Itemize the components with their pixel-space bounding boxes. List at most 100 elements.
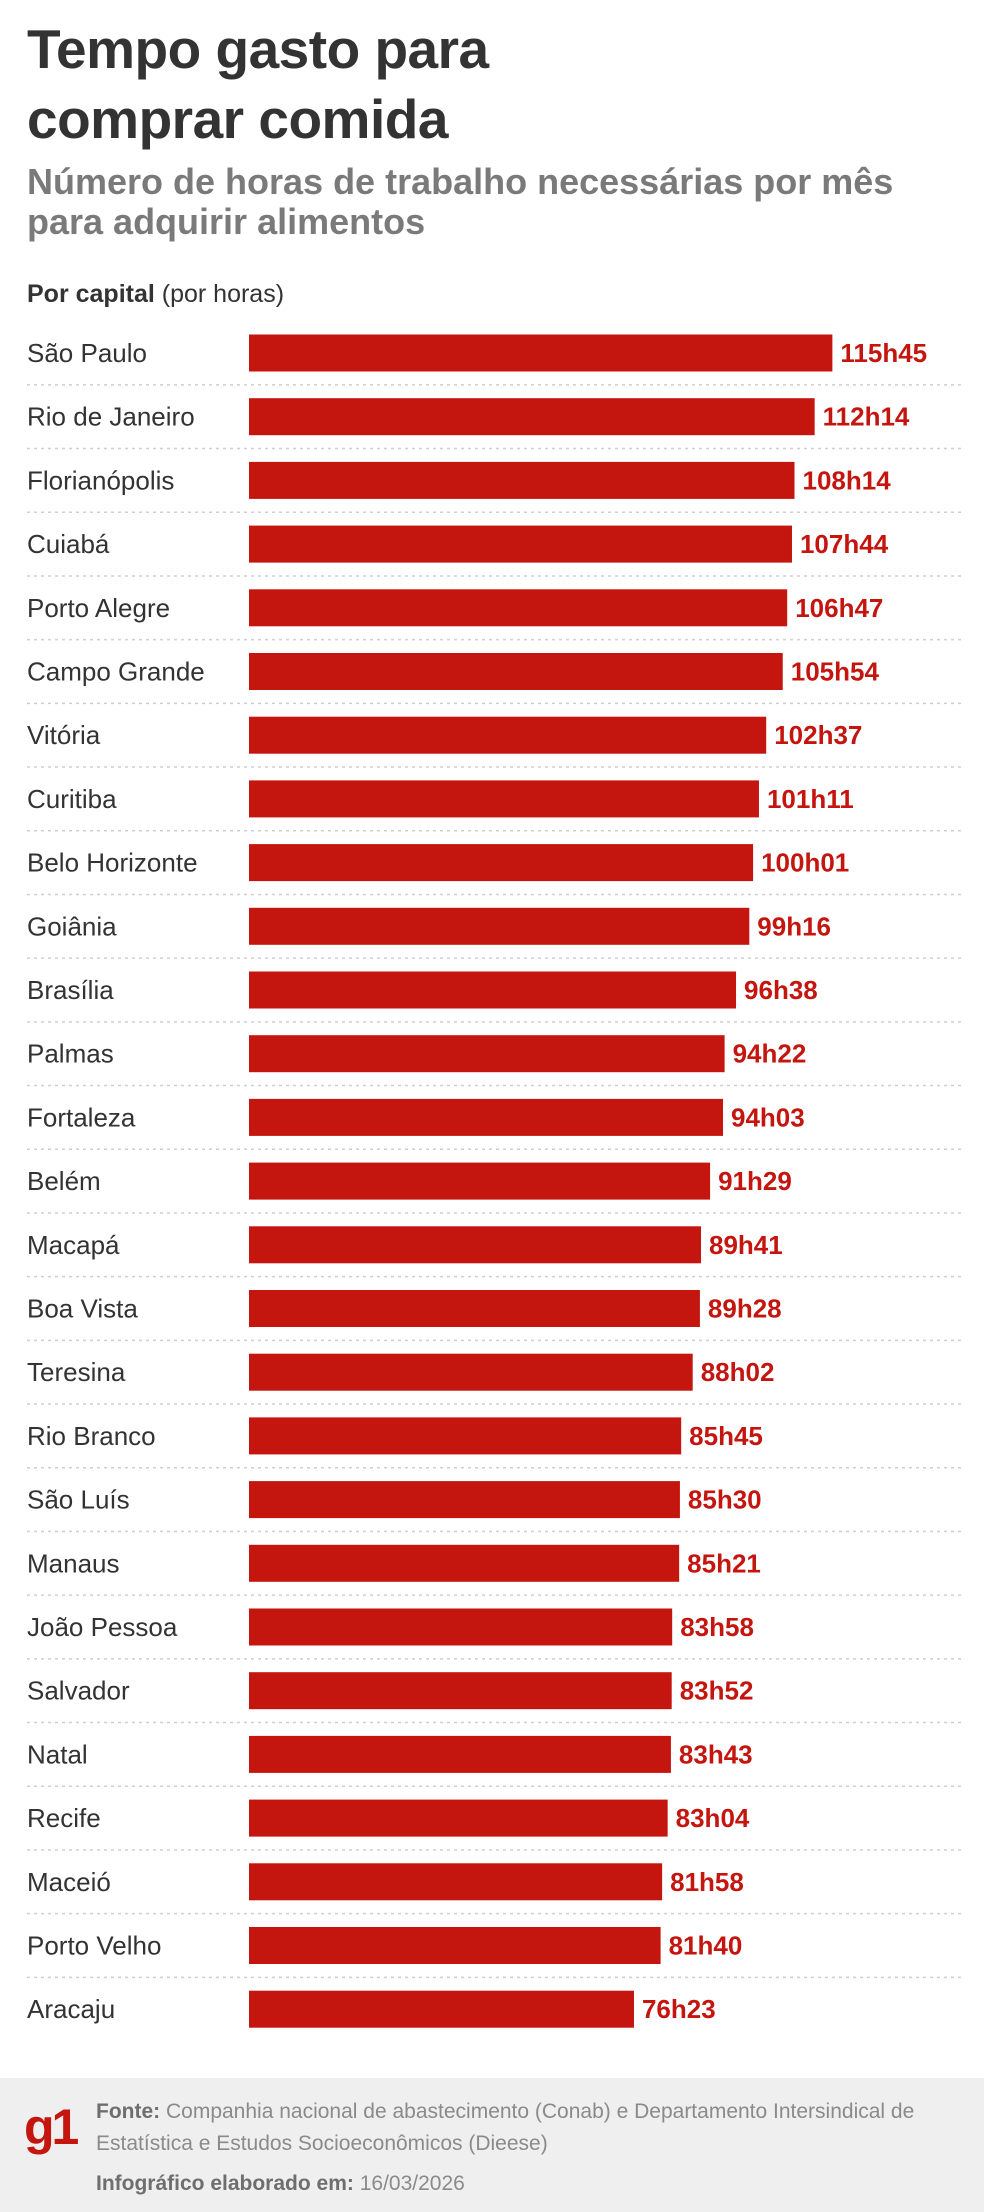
- bar-row: Campo Grande 105h54: [27, 653, 962, 705]
- chart-title: Tempo gasto para comprar comida: [27, 18, 489, 150]
- category-label: Campo Grande: [27, 657, 205, 687]
- bar: [249, 1417, 682, 1455]
- bar-row: Maceió 81h58: [27, 1863, 962, 1915]
- value-label: 91h29: [718, 1166, 792, 1196]
- category-label: Fortaleza: [27, 1102, 136, 1132]
- value-label: 107h44: [800, 529, 889, 559]
- value-label: 112h14: [823, 402, 910, 432]
- bar-row: Macapá 89h41: [27, 1226, 962, 1278]
- bar-row: Fortaleza 94h03: [27, 1098, 962, 1150]
- category-label: São Luís: [27, 1485, 130, 1515]
- bar-row: Porto Alegre 106h47: [27, 589, 962, 641]
- value-label: 83h43: [679, 1739, 753, 1769]
- value-label: 81h58: [670, 1867, 744, 1897]
- bar: [249, 1735, 671, 1773]
- category-label: Rio Branco: [27, 1421, 156, 1451]
- bar: [249, 1927, 661, 1964]
- value-label: 83h58: [680, 1612, 754, 1642]
- bar: [249, 1226, 702, 1264]
- value-label: 94h22: [733, 1039, 807, 1069]
- value-label: 105h54: [791, 657, 880, 687]
- bar: [249, 1863, 663, 1901]
- category-label: Rio de Janeiro: [27, 402, 195, 432]
- category-label: Cuiabá: [27, 529, 110, 559]
- category-label: Natal: [27, 1739, 88, 1769]
- bar: [249, 1098, 724, 1136]
- bar: [249, 1290, 700, 1327]
- category-label: Goiânia: [27, 911, 117, 941]
- bar: [249, 1608, 673, 1646]
- category-label: Porto Velho: [27, 1931, 161, 1961]
- bar: [249, 461, 795, 499]
- bar-row: João Pessoa 83h58: [27, 1608, 962, 1660]
- category-label: Manaus: [27, 1548, 120, 1578]
- category-label: Palmas: [27, 1039, 114, 1069]
- date-text: Infográfico elaborado em: 16/03/2026: [96, 2172, 465, 2196]
- bar-row: Rio Branco 85h45: [27, 1417, 962, 1469]
- value-label: 100h01: [761, 848, 849, 878]
- value-label: 85h30: [688, 1485, 762, 1515]
- category-label: Belém: [27, 1166, 101, 1196]
- category-label: Aracaju: [27, 1994, 115, 2024]
- caption-bold: Por capital: [27, 280, 155, 308]
- category-label: Boa Vista: [27, 1294, 138, 1324]
- bar-row: Aracaju 76h23: [27, 1990, 716, 2028]
- bar: [249, 653, 783, 690]
- value-label: 81h40: [669, 1931, 743, 1961]
- bar: [249, 1799, 668, 1837]
- bar: [249, 1990, 634, 2028]
- category-label: Teresina: [27, 1357, 126, 1387]
- value-label: 102h37: [774, 720, 862, 750]
- bar-row: Boa Vista 89h28: [27, 1290, 962, 1342]
- g1-logo: g1: [24, 2099, 79, 2155]
- value-label: 99h16: [757, 911, 831, 941]
- category-label: Florianópolis: [27, 465, 174, 495]
- bar-row: Belo Horizonte 100h01: [27, 844, 962, 896]
- bar-row: Belém 91h29: [27, 1162, 962, 1214]
- bar-row: Goiânia 99h16: [27, 907, 962, 959]
- category-label: Brasília: [27, 975, 114, 1005]
- value-label: 85h45: [689, 1421, 763, 1451]
- bar-row: Curitiba 101h11: [27, 780, 962, 832]
- category-label: Curitiba: [27, 784, 117, 814]
- bar-row: Porto Velho 81h40: [27, 1927, 962, 1979]
- category-label: Maceió: [27, 1867, 111, 1897]
- footer: g1 Fonte: Companhia nacional de abasteci…: [0, 2078, 984, 2212]
- chart-subtitle: Número de horas de trabalho necessárias …: [27, 161, 894, 242]
- caption-unit: (por horas): [154, 280, 285, 308]
- value-label: 83h52: [680, 1676, 754, 1706]
- value-label: 85h21: [687, 1548, 761, 1578]
- date-label: Infográfico elaborado em:: [96, 2172, 354, 2195]
- bar: [249, 1672, 672, 1710]
- value-label: 89h28: [708, 1294, 782, 1324]
- source-value: Companhia nacional de abastecimento (Con…: [96, 2100, 915, 2155]
- category-label: São Paulo: [27, 338, 147, 368]
- bar-row: Salvador 83h52: [27, 1672, 962, 1724]
- bar: [249, 1035, 725, 1073]
- bar-row: Palmas 94h22: [27, 1035, 962, 1087]
- bar: [249, 398, 815, 436]
- value-label: 108h14: [802, 465, 891, 495]
- category-label: Recife: [27, 1803, 101, 1833]
- bar: [249, 1481, 680, 1519]
- bar: [249, 525, 792, 563]
- category-label: Porto Alegre: [27, 593, 170, 623]
- bar: [249, 1162, 711, 1200]
- source-text: Fonte: Companhia nacional de abastecimen…: [96, 2096, 976, 2160]
- date-value: 16/03/2026: [353, 2172, 465, 2195]
- bar-row: São Luís 85h30: [27, 1481, 962, 1533]
- bar-row: Cuiabá 107h44: [27, 525, 962, 577]
- bar-row: Manaus 85h21: [27, 1544, 962, 1596]
- bar-row: Natal 83h43: [27, 1735, 962, 1787]
- bar: [249, 844, 754, 882]
- bar: [249, 716, 767, 754]
- axis-caption: Por capital (por horas): [27, 280, 284, 309]
- category-label: João Pessoa: [27, 1612, 178, 1642]
- bar-row: São Paulo 115h45: [27, 334, 962, 386]
- value-label: 76h23: [642, 1994, 716, 2024]
- bar: [249, 334, 833, 372]
- value-label: 94h03: [731, 1102, 805, 1132]
- bar: [249, 907, 750, 945]
- bar: [249, 780, 759, 818]
- bar-row: Recife 83h04: [27, 1799, 962, 1851]
